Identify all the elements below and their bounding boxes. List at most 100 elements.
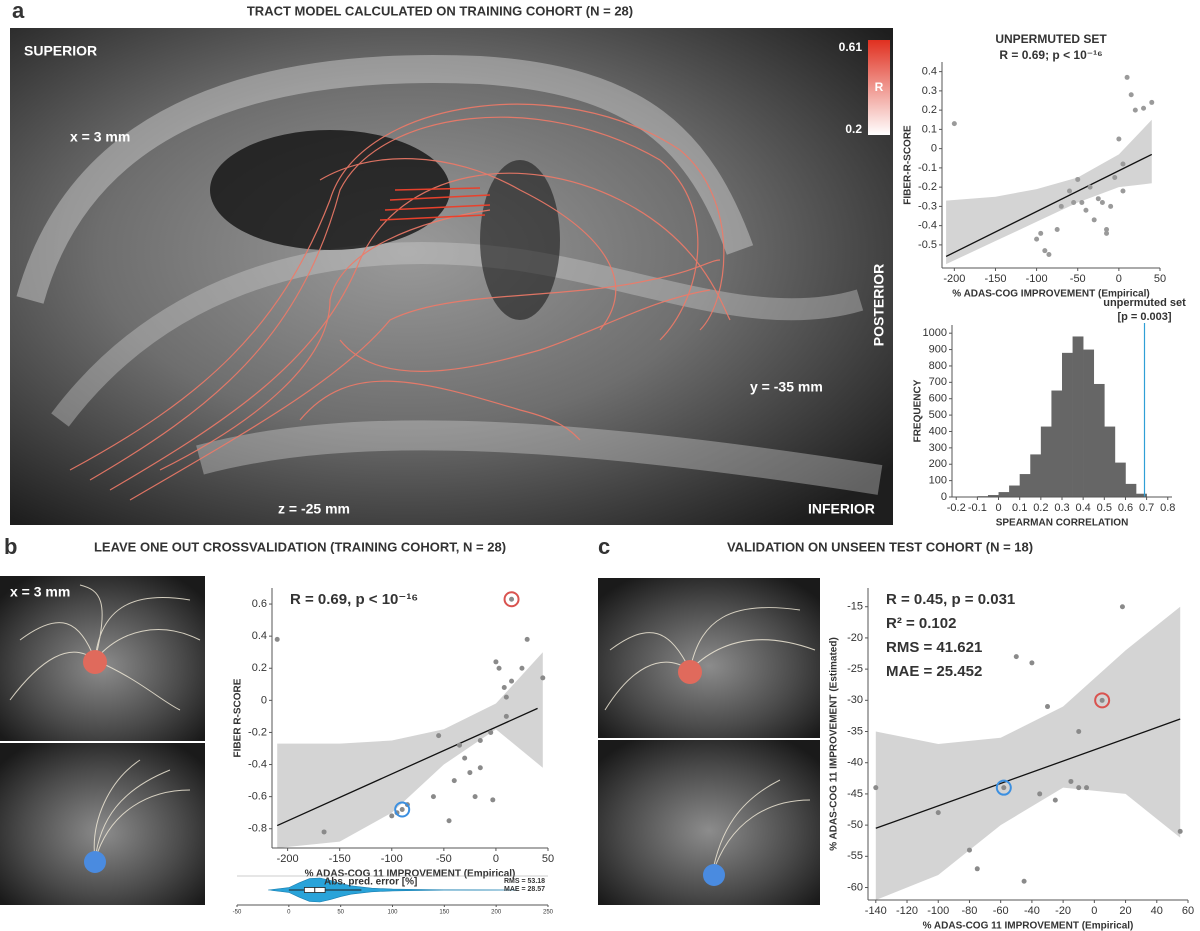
brain-image [0,576,205,905]
data-point [1116,136,1122,142]
x-tick-label: 0.1 [1012,502,1027,514]
panel-label: c [598,534,610,559]
y-tick-label: 0.1 [922,123,937,135]
y-tick-label: -0.4 [918,220,937,232]
data-point [1141,105,1147,111]
x-tick-label: 50 [337,910,344,916]
x-tick-label: -200 [277,853,299,865]
annotation: RMS = 53.18 [504,878,545,885]
y-tick-label: -0.2 [248,726,267,738]
data-point [1038,230,1044,236]
y-tick-label: -40 [847,757,863,769]
data-point [1112,175,1118,181]
data-point [477,765,483,771]
data-point [472,794,478,800]
annotation: R = 0.69, p < 10⁻¹⁶ [290,591,418,608]
data-point [1091,217,1097,223]
panel-label: a [12,0,25,23]
x-tick-label: 0.6 [1118,502,1133,514]
x-tick-label: -100 [1026,273,1048,285]
brain-label: x = 3 mm [70,129,130,145]
data-point [1058,203,1064,209]
histogram-bar [1009,485,1020,497]
y-tick-label: 0.4 [922,66,937,78]
x-tick-label: 0.8 [1160,502,1175,514]
histogram-bar [1051,390,1063,497]
highlight-ring [995,779,1012,796]
x-tick-label: -0.1 [968,502,987,514]
data-point [430,794,436,800]
data-point [1013,654,1019,660]
x-tick-label: 60 [1182,905,1194,917]
data-point [503,713,509,719]
data-point [467,770,473,776]
y-tick-label: 0 [941,491,947,503]
y-tick-label: -20 [847,632,863,644]
x-tick-label: 40 [1151,905,1163,917]
y-tick-label: 900 [929,343,947,355]
y-tick-label: -30 [847,694,863,706]
data-point [389,813,395,819]
histogram-bar [1104,426,1116,497]
annotation: MAE = 28.57 [504,886,545,893]
x-tick-label: 200 [491,910,502,916]
y-tick-label: 0.3 [922,85,937,97]
y-tick-label: 0 [931,143,937,155]
histogram-bar [998,492,1010,497]
y-tick-label: -55 [847,850,863,862]
data-point [1046,252,1052,258]
y-tick-label: -0.4 [248,758,267,770]
y-tick-label: -0.5 [918,239,937,251]
data-point [1108,203,1114,209]
chart-title: UNPERMUTED SET [995,32,1107,46]
highlighted-point [1099,697,1105,703]
data-point [456,742,462,748]
y-tick-label: 0 [261,694,267,706]
y-tick-label: 600 [929,393,947,405]
y-tick-label: 800 [929,360,947,372]
data-point [1132,107,1138,113]
y-tick-label: 100 [929,475,947,487]
data-point [1149,99,1155,105]
confidence-band [946,119,1152,265]
data-point [1075,176,1081,182]
histogram-bar [1019,474,1031,497]
y-tick-label: -50 [847,819,863,831]
x-tick-label: -100 [381,853,403,865]
histogram-bar [1062,352,1073,497]
annotation: MAE = 25.452 [886,663,982,680]
data-point [1076,785,1082,791]
x-tick-label: 0.7 [1139,502,1154,514]
y-tick-label: 700 [929,376,947,388]
y-axis-label: FIBER-R-SCORE [903,125,914,205]
highlighted-point [509,596,515,602]
fit-line [276,707,538,827]
colorbar-min: 0.2 [845,122,862,136]
reference-note: [p = 0.003] [1117,311,1171,323]
x-tick-label: 0.5 [1097,502,1112,514]
y-tick-label: -0.2 [918,181,937,193]
x-tick-label: -50 [1070,273,1086,285]
data-point [509,678,515,684]
x-tick-label: -0.2 [947,502,966,514]
x-tick-label: 0 [1091,905,1097,917]
annotation: R = 0.45, p = 0.031 [886,591,1015,608]
data-point [1071,200,1077,206]
y-tick-label: -0.3 [918,200,937,212]
histogram-bar [1093,383,1105,497]
data-point [873,785,879,791]
density-area [268,877,517,903]
histogram-bar [987,495,999,497]
brain-label: y = -35 mm [750,379,823,395]
data-point [1120,188,1126,194]
highlight-ring [394,801,411,818]
y-axis-label: FREQUENCY [913,379,924,442]
x-tick-label: 0.2 [1033,502,1048,514]
x-axis-label: % ADAS-COG IMPROVEMENT (Empirical) [952,289,1149,300]
reference-label: unpermuted set [1103,297,1186,309]
histogram-bar [1125,483,1137,497]
x-tick-label: -100 [927,905,949,917]
histogram-bar [1072,336,1084,497]
data-point [1076,729,1082,735]
y-tick-label: 1000 [923,327,947,339]
